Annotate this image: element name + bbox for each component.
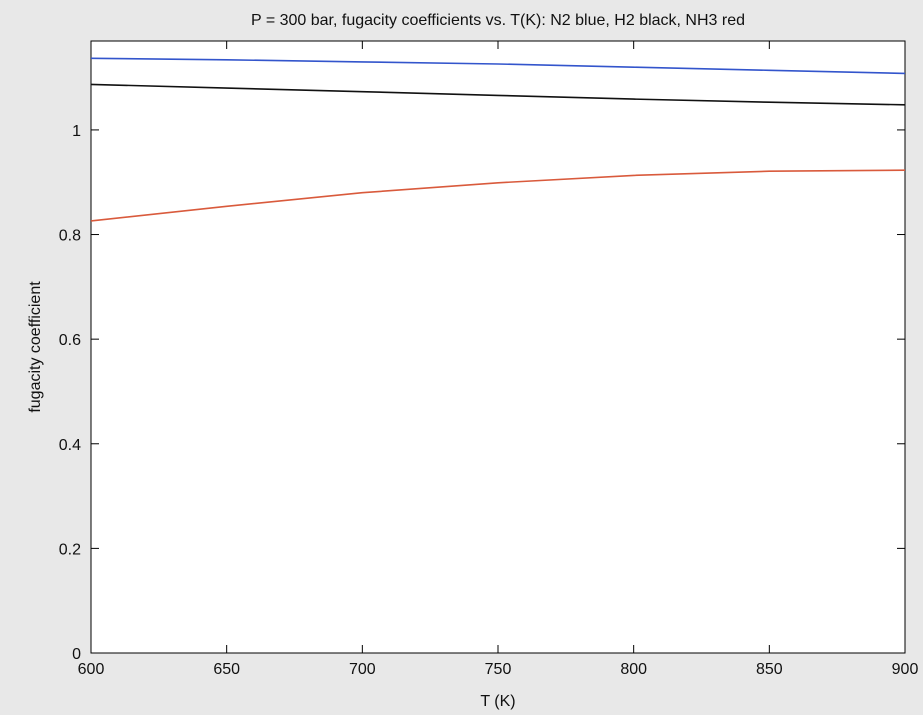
series-line-1 — [90, 83, 906, 106]
y-axis-label: fugacity coefficient — [27, 281, 44, 413]
plot-area — [90, 40, 906, 654]
x-tick-label: 600 — [78, 661, 105, 678]
tick-layer: 600 650 700 750 800 850 900 0 0.2 0.4 0.6 0.8 1 — [59, 41, 919, 678]
x-tick-label: 700 — [349, 661, 376, 678]
y-tick-label: 0.2 — [59, 541, 81, 558]
y-tick-label: 1 — [72, 123, 81, 140]
x-tick-label: 900 — [892, 661, 919, 678]
series-layer — [90, 57, 906, 222]
x-tick-label: 850 — [756, 661, 783, 678]
series-line-0 — [90, 57, 906, 75]
series-line-2 — [90, 169, 906, 222]
y-tick-label: 0.4 — [59, 437, 81, 454]
y-tick-label: 0 — [72, 646, 81, 663]
x-axis-label: T (K) — [480, 693, 515, 710]
y-tick-label: 0.6 — [59, 332, 81, 349]
x-tick-label: 750 — [485, 661, 512, 678]
x-tick-label: 650 — [213, 661, 240, 678]
y-tick-label: 0.8 — [59, 228, 81, 245]
chart-title: P = 300 bar, fugacity coefficients vs. T… — [251, 12, 745, 29]
x-tick-label: 800 — [620, 661, 647, 678]
